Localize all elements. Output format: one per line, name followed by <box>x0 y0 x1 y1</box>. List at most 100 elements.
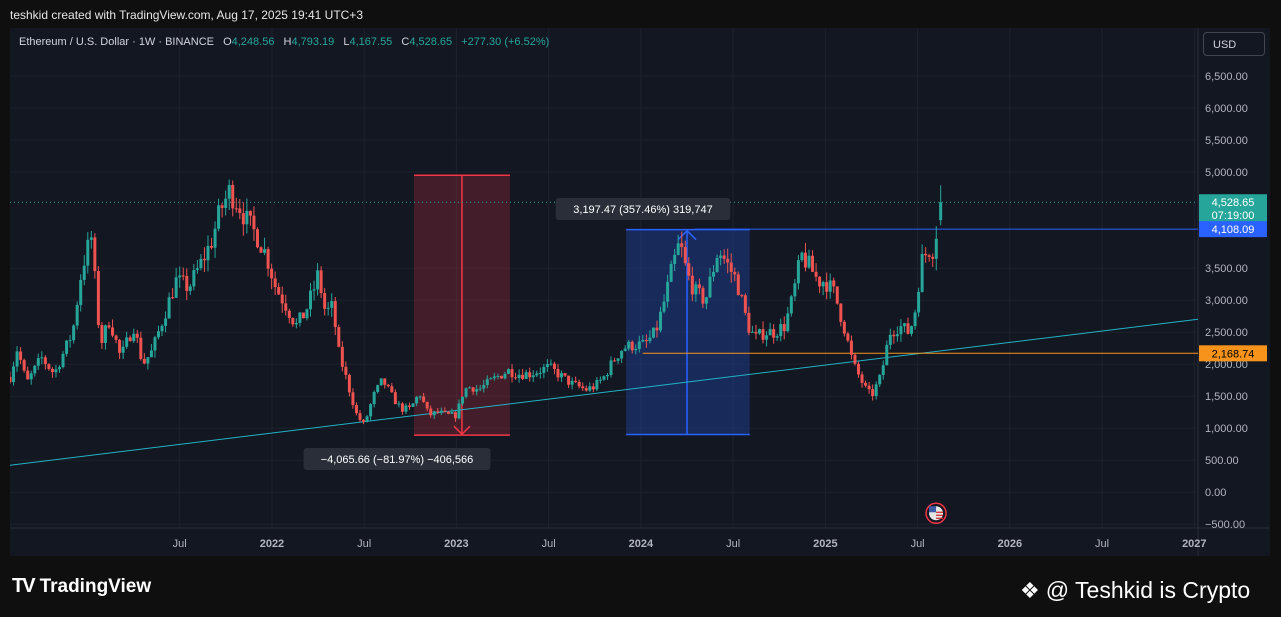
candle-body <box>630 341 634 351</box>
candle-body <box>729 262 733 272</box>
candle-body <box>280 294 284 304</box>
candle-body <box>199 258 203 269</box>
candle-body <box>549 363 553 365</box>
candle-body <box>93 237 97 272</box>
candle-body <box>849 340 853 355</box>
candle-body <box>482 385 486 389</box>
candle-body <box>627 341 631 349</box>
candle-body <box>623 348 627 351</box>
candle-body <box>740 295 744 297</box>
candle-body <box>708 276 712 298</box>
candle-body <box>153 337 157 351</box>
candle-body <box>171 297 175 299</box>
candle-body <box>79 279 83 305</box>
y-tick-label: 3,500.00 <box>1205 263 1248 275</box>
high-label: H <box>283 36 292 48</box>
candle-body <box>733 271 737 275</box>
candle-body <box>602 376 606 380</box>
current-price-badge-bg <box>1199 194 1267 223</box>
candle-body <box>747 312 751 333</box>
candle-body <box>50 368 54 373</box>
candle-body <box>648 337 652 342</box>
close-value: 4,528.65 <box>409 36 453 48</box>
candle-body <box>47 364 51 369</box>
x-tick-label: Jul <box>542 538 556 550</box>
candle-body <box>563 373 567 376</box>
candle-body <box>651 327 655 338</box>
candle-body <box>26 370 30 380</box>
candle-body <box>475 389 479 392</box>
candle-body <box>531 375 535 378</box>
candle-body <box>895 334 899 337</box>
x-tick-label: 2023 <box>444 538 468 550</box>
drop-measure-label-bg <box>303 448 491 470</box>
current-price-badge-sub: 07:19:00 <box>1212 210 1255 222</box>
support-badge-bg <box>1199 345 1267 362</box>
x-tick-label: Jul <box>911 538 925 550</box>
x-tick-label: Jul <box>726 538 740 550</box>
x-tick-label: Jul <box>357 538 371 550</box>
candle-body <box>132 333 136 342</box>
candle-body <box>581 386 585 389</box>
candle-body <box>266 249 270 269</box>
candle-body <box>644 340 648 342</box>
candle-body <box>231 184 235 209</box>
candle-body <box>503 373 507 379</box>
candle-body <box>524 372 528 379</box>
candle-body <box>135 333 139 338</box>
candle-body <box>252 215 256 230</box>
candle-body <box>811 255 815 272</box>
change-value: +277.30 (+6.52%) <box>461 36 550 48</box>
candle-body <box>485 379 489 386</box>
currency-button[interactable]: USD <box>1203 32 1265 56</box>
candle-body <box>54 369 58 373</box>
candle-body <box>40 357 44 359</box>
candle-body <box>96 271 100 326</box>
candle-body <box>86 239 90 266</box>
candle-body <box>931 256 935 259</box>
candle-body <box>319 270 323 294</box>
candle-body <box>298 312 302 323</box>
candle-body <box>149 350 153 358</box>
rise-measure-label: 3,197.47 (357.46%) 319,747 <box>573 204 712 216</box>
candle-body <box>881 365 885 375</box>
candle-body <box>118 339 122 353</box>
candle-body <box>415 397 419 404</box>
candle-body <box>111 327 115 336</box>
candle-body <box>634 348 638 351</box>
open-value: 4,248.56 <box>231 36 275 48</box>
candle-body <box>248 210 252 216</box>
candle-body <box>174 277 178 298</box>
candle-body <box>899 326 903 335</box>
candle-body <box>224 198 228 209</box>
candle-body <box>301 312 305 319</box>
candle-body <box>210 246 214 248</box>
candle-body <box>913 312 917 327</box>
candle-body <box>832 280 836 287</box>
candle-body <box>856 363 860 375</box>
low-label: L <box>343 36 350 48</box>
author-watermark: ❖ @ Teshkid is Crypto <box>1020 577 1250 604</box>
candle-body <box>408 405 412 407</box>
candle-body <box>164 318 168 326</box>
candle-body <box>789 296 793 314</box>
candle-body <box>775 336 779 338</box>
y-tick-label: 3,000.00 <box>1205 295 1248 307</box>
candle-body <box>514 377 518 379</box>
candle-body <box>835 286 839 304</box>
candle-body <box>680 243 684 248</box>
price-chart[interactable]: 6,500.00 6,000.00 5,500.00 5,000.00 3,500.00… <box>10 28 1270 556</box>
candle-body <box>312 289 316 291</box>
candle-body <box>436 411 440 413</box>
candle-body <box>853 354 857 364</box>
candle-body <box>425 401 429 409</box>
candle-body <box>821 282 825 287</box>
candle-body <box>715 257 719 272</box>
candle-body <box>22 359 26 371</box>
y-tick-label: 0.00 <box>1205 487 1226 499</box>
candle-body <box>305 309 309 319</box>
candle-body <box>220 205 224 209</box>
y-tick-label: 1,500.00 <box>1205 391 1248 403</box>
candle-body <box>588 386 592 391</box>
candle-body <box>598 379 602 381</box>
